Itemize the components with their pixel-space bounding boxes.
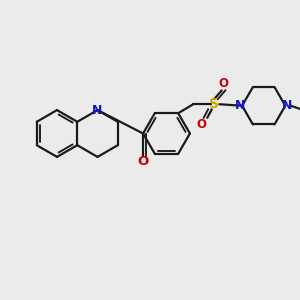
Text: O: O — [196, 118, 206, 131]
Text: N: N — [235, 99, 245, 112]
Text: S: S — [209, 97, 219, 111]
Text: N: N — [92, 103, 103, 117]
Text: O: O — [137, 155, 149, 168]
Text: O: O — [218, 77, 228, 90]
Text: N: N — [282, 99, 292, 112]
